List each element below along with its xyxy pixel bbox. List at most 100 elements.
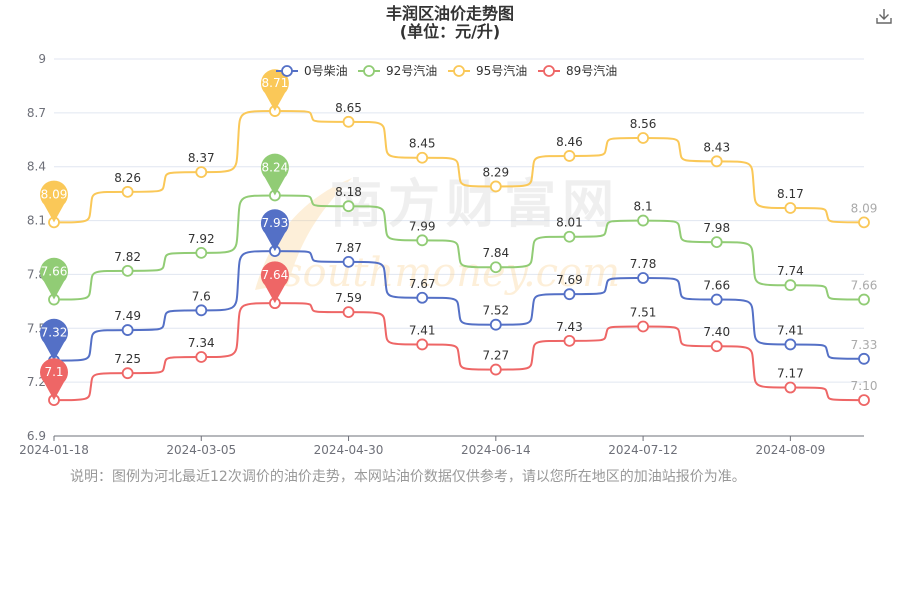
- min-pin: 7.32: [40, 318, 69, 361]
- y-tick-label: 9: [38, 52, 46, 66]
- data-point[interactable]: [195, 304, 208, 317]
- min-pin: 7.66: [40, 257, 69, 300]
- data-label: 7.67: [409, 277, 436, 291]
- data-point[interactable]: [637, 214, 649, 227]
- data-label: 7.41: [409, 323, 436, 337]
- data-label: 7:10: [851, 379, 878, 393]
- data-point[interactable]: [416, 234, 429, 247]
- data-point[interactable]: [563, 150, 576, 162]
- data-point[interactable]: [858, 293, 870, 306]
- data-label: 7.34: [188, 336, 215, 350]
- data-label: 8.01: [556, 216, 583, 230]
- y-tick-label: 7.2: [27, 375, 46, 389]
- legend-item[interactable]: 95号汽油: [448, 63, 527, 78]
- data-label: 7.78: [630, 257, 657, 271]
- download-icon[interactable]: [874, 6, 894, 26]
- pin-label: 8.09: [41, 187, 68, 201]
- data-point[interactable]: [563, 334, 576, 347]
- data-label: 8.09: [851, 201, 878, 215]
- x-tick-label: 2024-01-18: [19, 443, 89, 457]
- max-pin: 8.71: [260, 69, 289, 112]
- data-point[interactable]: [637, 272, 649, 284]
- pin-label: 7.66: [41, 265, 68, 279]
- legend-label: 0号柴油: [304, 64, 348, 78]
- legend-label: 89号汽油: [566, 63, 617, 78]
- data-label: 7.40: [703, 325, 730, 339]
- data-point[interactable]: [784, 279, 797, 292]
- data-point[interactable]: [858, 394, 870, 406]
- legend-item[interactable]: 0号柴油: [276, 64, 348, 78]
- legend-item[interactable]: 89号汽油: [538, 63, 617, 78]
- chart-subtitle: (单位：元/升): [399, 22, 501, 41]
- data-label: 7.98: [703, 221, 730, 235]
- data-point[interactable]: [784, 381, 797, 394]
- y-tick-label: 8.4: [27, 160, 46, 174]
- pin-label: 8.24: [262, 160, 289, 174]
- data-label: 8.65: [335, 101, 362, 115]
- data-point[interactable]: [416, 338, 429, 351]
- chart-note: 说明：图例为河北最近12次调价的油价走势，本网站油价数据仅供参考，请以您所在地区…: [70, 469, 746, 485]
- data-label: 8.56: [630, 117, 657, 131]
- data-point[interactable]: [637, 320, 649, 333]
- data-point[interactable]: [342, 115, 355, 128]
- data-label: 7.82: [114, 250, 141, 264]
- data-point[interactable]: [858, 216, 870, 229]
- data-point[interactable]: [121, 324, 134, 336]
- data-point[interactable]: [858, 352, 870, 365]
- legend-item[interactable]: 92号汽油: [358, 63, 437, 78]
- data-point[interactable]: [195, 166, 208, 179]
- data-point[interactable]: [416, 151, 429, 164]
- data-point[interactable]: [489, 180, 502, 193]
- data-label: 7.52: [482, 304, 509, 318]
- min-pin: 8.09: [40, 180, 69, 223]
- data-point[interactable]: [342, 255, 355, 268]
- data-point[interactable]: [710, 340, 723, 353]
- x-tick-label: 2024-06-14: [461, 443, 531, 457]
- data-point[interactable]: [710, 155, 723, 168]
- data-point[interactable]: [784, 202, 797, 214]
- chart-title: 丰润区油价走势图: [385, 4, 514, 23]
- max-pin: 8.24: [260, 153, 289, 196]
- data-point[interactable]: [637, 132, 649, 144]
- data-label: 8.45: [409, 137, 436, 151]
- data-point[interactable]: [195, 351, 208, 363]
- data-point[interactable]: [563, 288, 576, 301]
- data-label: 7.87: [335, 241, 362, 255]
- series-line-2: [53, 110, 865, 224]
- data-point[interactable]: [121, 264, 134, 277]
- watermark-text-en: southmoney.com: [282, 250, 620, 296]
- data-label: 7.92: [188, 232, 215, 246]
- series-line-3: [53, 302, 865, 402]
- data-label: 7.33: [851, 338, 878, 352]
- data-point[interactable]: [121, 185, 134, 198]
- data-point[interactable]: [121, 367, 134, 380]
- max-pin: 7.93: [260, 209, 289, 252]
- data-point[interactable]: [489, 363, 502, 376]
- data-point[interactable]: [342, 200, 355, 213]
- watermark-flame: [255, 178, 352, 290]
- pin-label: 7.64: [262, 268, 289, 282]
- data-label: 8.18: [335, 185, 362, 199]
- data-label: 8.46: [556, 135, 583, 149]
- data-label: 8.29: [482, 165, 509, 179]
- data-label: 8.37: [188, 151, 215, 165]
- pin-label: 7.32: [41, 326, 68, 340]
- data-point[interactable]: [489, 318, 502, 331]
- max-pin: 7.64: [260, 261, 289, 304]
- data-point[interactable]: [710, 293, 723, 306]
- data-label: 7.41: [777, 323, 804, 337]
- data-label: 7.99: [409, 219, 436, 233]
- data-point[interactable]: [416, 291, 429, 304]
- data-point[interactable]: [195, 246, 208, 259]
- data-point[interactable]: [489, 261, 502, 274]
- data-point[interactable]: [784, 338, 797, 351]
- pin-label: 7.93: [262, 216, 289, 230]
- pin-label: 7.1: [44, 365, 63, 379]
- data-label: 7.49: [114, 309, 141, 323]
- data-point[interactable]: [342, 306, 355, 319]
- data-label: 8.43: [703, 140, 730, 154]
- data-label: 7.17: [777, 367, 804, 381]
- data-point[interactable]: [563, 230, 576, 243]
- data-point[interactable]: [710, 236, 723, 249]
